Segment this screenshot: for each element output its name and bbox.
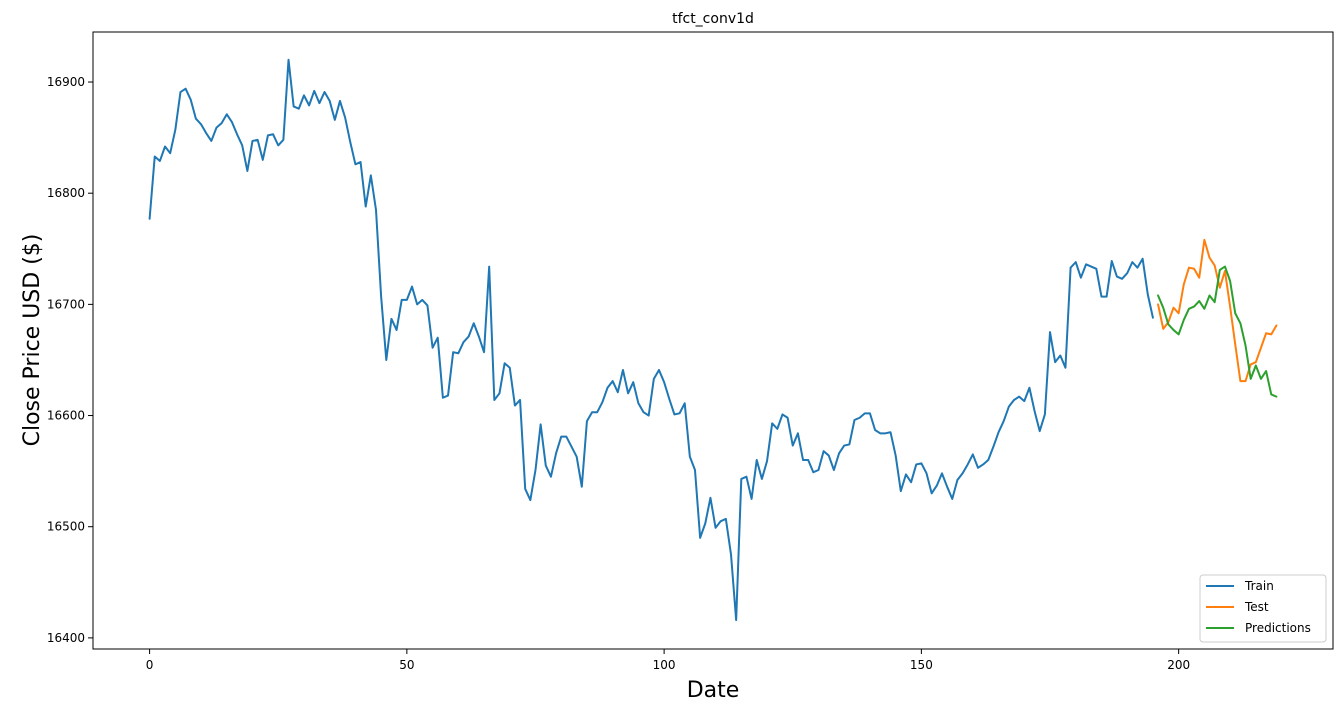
y-tick-label: 16400: [47, 631, 85, 645]
y-tick-label: 16500: [47, 520, 85, 534]
x-tick-label: 100: [653, 658, 676, 672]
y-axis: 16400 16500 16600 16700 16800 16900: [47, 75, 93, 645]
x-tick-label: 0: [146, 658, 154, 672]
y-tick-label: 16800: [47, 186, 85, 200]
series-layer: [148, 58, 1278, 622]
legend-label-test: Test: [1244, 600, 1269, 614]
series-line-train: [148, 58, 1154, 622]
x-axis-label: Date: [687, 678, 740, 703]
legend: Train Test Predictions: [1199, 574, 1327, 643]
legend-box: [1199, 574, 1327, 643]
y-tick-label: 16600: [47, 409, 85, 423]
y-axis-label: Close Price USD ($): [20, 234, 45, 447]
x-tick-label: 150: [910, 658, 933, 672]
y-tick-label: 16700: [47, 297, 85, 311]
x-tick-label: 50: [399, 658, 414, 672]
y-tick-label: 16900: [47, 75, 85, 89]
series-line-predictions: [1157, 265, 1278, 398]
plot-frame: [92, 31, 1334, 650]
legend-label-predictions: Predictions: [1245, 621, 1311, 635]
series-line-test: [1157, 238, 1278, 383]
legend-label-train: Train: [1244, 579, 1274, 593]
x-tick-label: 200: [1167, 658, 1190, 672]
chart-title: tfct_conv1d: [672, 11, 754, 27]
x-axis: 0 50 100 150 200: [146, 649, 1190, 672]
